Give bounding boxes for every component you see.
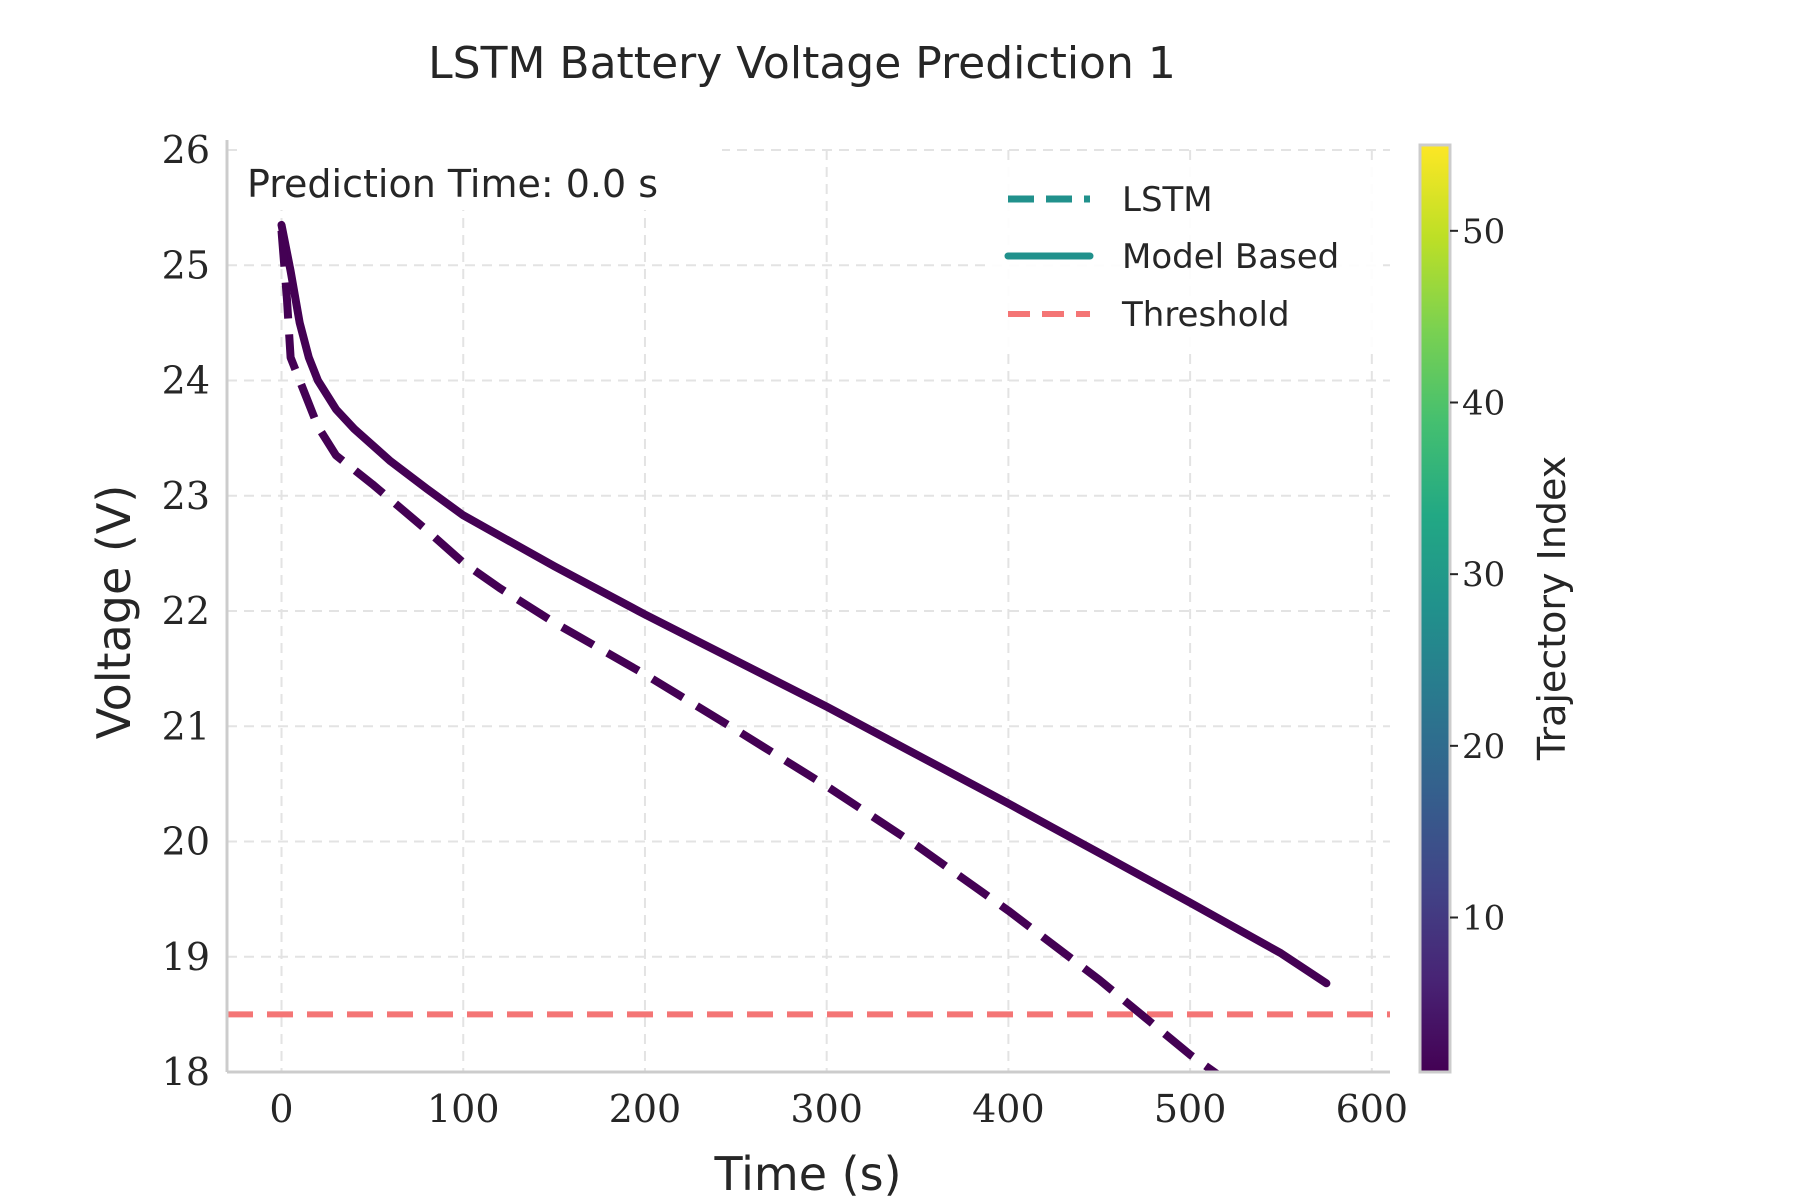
legend: LSTM Model Based Threshold [990,162,1380,352]
legend-label-lstm: LSTM [1122,180,1213,220]
y-tick-label: 24 [162,359,210,403]
colorbar-tick-labels: 10 20 30 40 50 [1450,212,1505,939]
x-tick-label: 600 [1336,1087,1409,1131]
x-tick-label: 400 [972,1087,1045,1131]
colorbar-tick-label: 30 [1462,555,1505,595]
colorbar-label: Trajectory Index [1530,456,1574,761]
y-tick-label: 21 [162,704,210,748]
colorbar-tick-label: 20 [1462,727,1505,767]
y-tick-label: 26 [162,128,210,172]
prediction-time-annotation: Prediction Time: 0.0 s [247,162,658,206]
x-tick-label: 300 [790,1087,863,1131]
chart-title: LSTM Battery Voltage Prediction 1 [428,38,1176,89]
y-tick-label: 25 [162,243,210,287]
y-tick-label: 20 [162,820,210,864]
colorbar: 10 20 30 40 50 Trajectory Index [1418,143,1574,1074]
legend-label-model-based: Model Based [1122,237,1339,277]
colorbar-tick-label: 40 [1462,384,1505,424]
colorbar-tick-label: 50 [1462,212,1505,252]
y-tick-label: 18 [162,1050,210,1094]
annotation-box [237,148,722,210]
x-tick-label: 500 [1154,1087,1227,1131]
legend-label-threshold: Threshold [1121,295,1290,335]
y-tick-labels: 18 19 20 21 22 23 24 25 26 [162,128,210,1094]
series-model-based-line [277,220,1331,988]
y-tick-label: 19 [162,935,210,979]
colorbar-gradient [1418,143,1452,1074]
y-tick-label: 23 [162,474,210,518]
x-tick-label: 100 [427,1087,500,1131]
x-tick-labels: 0 100 200 300 400 500 600 [269,1087,1408,1131]
x-axis-label: Time (s) [713,1147,901,1200]
x-tick-label: 200 [609,1087,682,1131]
colorbar-tick-label: 10 [1462,899,1505,939]
x-tick-label: 0 [269,1087,293,1131]
y-axis-label: Voltage (V) [87,485,141,740]
series-lstm-line [277,230,1220,1072]
y-tick-label: 22 [162,589,210,633]
